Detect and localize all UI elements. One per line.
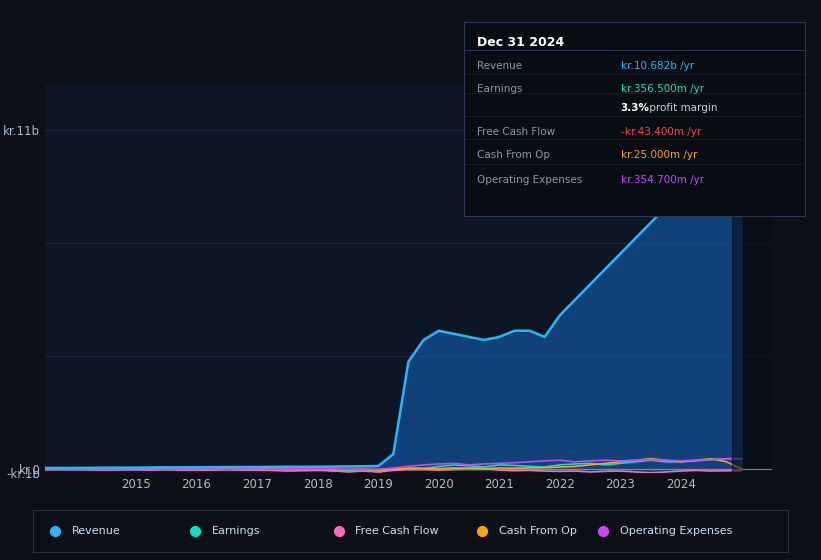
Text: Revenue: Revenue	[478, 61, 523, 71]
Text: Earnings: Earnings	[212, 526, 260, 535]
Text: Cash From Op: Cash From Op	[478, 150, 551, 160]
Text: Operating Expenses: Operating Expenses	[620, 526, 732, 535]
Text: Operating Expenses: Operating Expenses	[478, 175, 583, 185]
Text: 3.3%: 3.3%	[621, 104, 649, 113]
Text: kr.354.700m /yr: kr.354.700m /yr	[621, 175, 704, 185]
Text: Free Cash Flow: Free Cash Flow	[355, 526, 439, 535]
Text: Revenue: Revenue	[72, 526, 121, 535]
Text: Cash From Op: Cash From Op	[499, 526, 576, 535]
Text: Free Cash Flow: Free Cash Flow	[478, 127, 556, 137]
Text: Earnings: Earnings	[478, 84, 523, 94]
Text: kr.356.500m /yr: kr.356.500m /yr	[621, 84, 704, 94]
Text: profit margin: profit margin	[646, 104, 718, 113]
Bar	[732, 84, 772, 473]
Text: kr.10.682b /yr: kr.10.682b /yr	[621, 61, 694, 71]
Text: -kr.43.400m /yr: -kr.43.400m /yr	[621, 127, 701, 137]
Text: kr.25.000m /yr: kr.25.000m /yr	[621, 150, 697, 160]
Text: Dec 31 2024: Dec 31 2024	[478, 36, 565, 49]
